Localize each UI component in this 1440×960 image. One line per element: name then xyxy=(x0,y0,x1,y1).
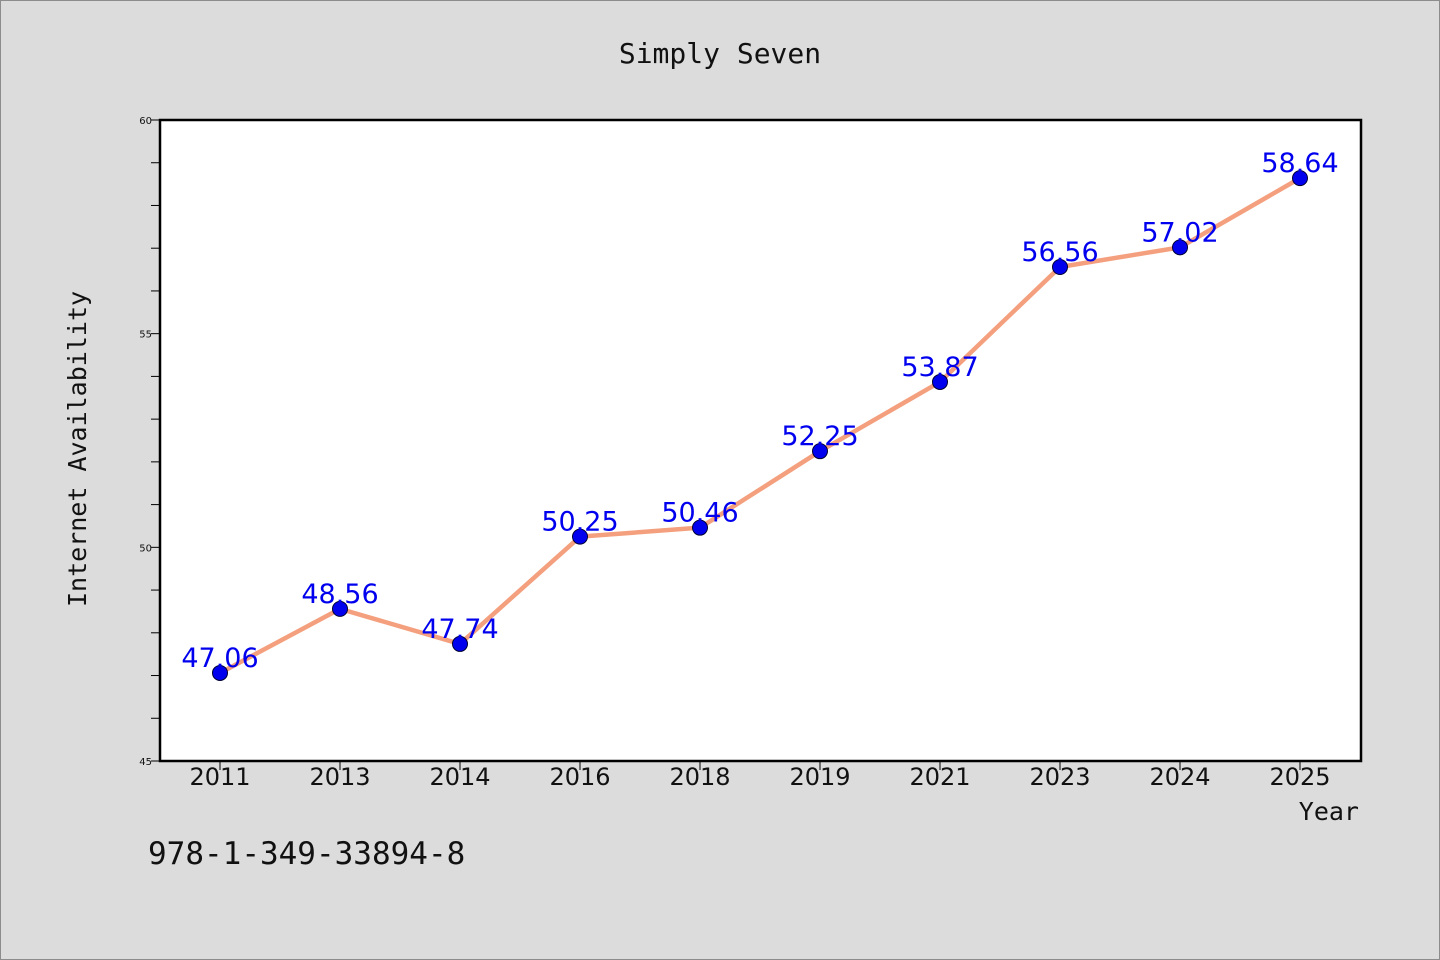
x-axis-label: Year xyxy=(1299,797,1359,826)
data-point xyxy=(692,519,708,536)
data-point xyxy=(1052,259,1068,276)
data-point xyxy=(932,373,948,390)
x-tick-label: 2025 xyxy=(1269,763,1330,791)
x-axis: 2011 2013 2014 2016 2018 2019 2021 2023 2024 2025 xyxy=(189,761,1331,791)
x-tick-label: 2013 xyxy=(309,763,370,791)
data-label: 52.25 xyxy=(781,421,858,452)
x-tick-label: 2024 xyxy=(1149,763,1210,791)
data-label: 47.06 xyxy=(181,643,258,674)
y-axis-label: Internet Availability xyxy=(63,291,92,607)
data-label: 58.64 xyxy=(1261,148,1338,179)
data-label: 50.46 xyxy=(661,498,738,529)
data-point xyxy=(212,664,228,681)
y-axis: 45 50 55 60 xyxy=(139,116,160,768)
x-tick-label: 2018 xyxy=(669,763,730,791)
data-label: 50.25 xyxy=(541,507,618,538)
data-label: 53.87 xyxy=(901,352,978,383)
data-label: 57.02 xyxy=(1141,217,1218,248)
data-label: 48.56 xyxy=(301,579,378,610)
data-label: 47.74 xyxy=(421,614,498,645)
y-tick-label: 60 xyxy=(139,116,152,127)
y-tick-label: 45 xyxy=(139,757,152,768)
series-line xyxy=(218,176,1302,675)
data-labels: 47.06 48.56 47.74 50.25 50.46 52.25 53.87 56.56… xyxy=(181,148,1338,674)
data-point xyxy=(572,528,588,545)
isbn-footnote: 978-1-349-33894-8 xyxy=(148,836,465,872)
x-tick-label: 2021 xyxy=(909,763,970,791)
x-tick-label: 2016 xyxy=(549,763,610,791)
plot-border xyxy=(158,118,1363,763)
x-tick-label: 2023 xyxy=(1029,763,1090,791)
x-tick-label: 2014 xyxy=(429,763,490,791)
x-tick-label: 2019 xyxy=(789,763,850,791)
data-point xyxy=(1292,170,1308,187)
plot-area xyxy=(160,120,1361,761)
y-tick-label: 50 xyxy=(139,543,152,554)
data-label: 56.56 xyxy=(1021,237,1098,268)
chart-title: Simply Seven xyxy=(619,37,821,70)
data-point xyxy=(1172,239,1188,256)
data-point xyxy=(812,443,828,460)
data-point xyxy=(332,600,348,617)
data-point xyxy=(452,635,468,652)
y-tick-label: 55 xyxy=(139,330,152,341)
x-tick-label: 2011 xyxy=(189,763,250,791)
series-markers xyxy=(212,170,1308,681)
